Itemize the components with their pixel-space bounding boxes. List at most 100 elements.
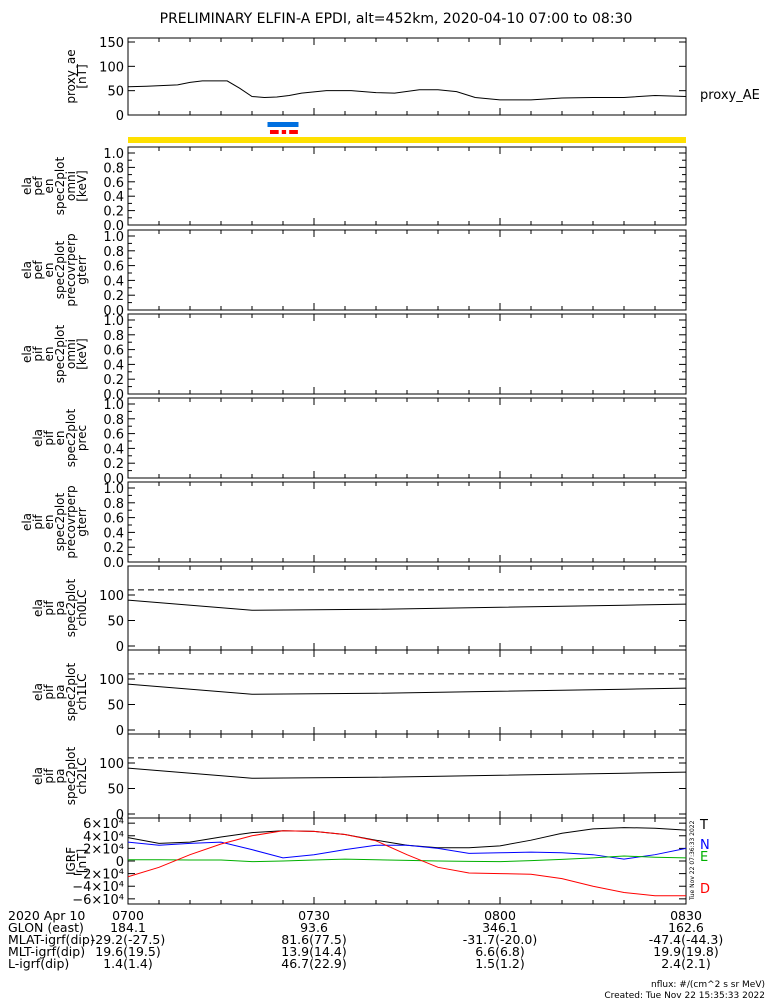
footer-row-value: 19.6(19.5): [95, 944, 160, 959]
y-axis-label: pif: [42, 600, 56, 616]
footer-row-value: 1.4(1.4): [103, 956, 153, 971]
y-tick-label: 100: [99, 589, 124, 604]
footer-row-value: 2.4(2.1): [661, 956, 711, 971]
y-axis-label: pif: [31, 514, 45, 530]
y-tick-label: 0.8: [103, 245, 124, 260]
footer-row-value: -29.2(-27.5): [91, 932, 165, 947]
y-axis-label: pef: [31, 176, 45, 196]
panel-frame: [127, 817, 687, 905]
y-tick-label: 0.6: [103, 428, 124, 443]
y-axis-label: en: [42, 347, 56, 362]
series-line-N: [127, 841, 687, 860]
y-tick-label: 0.0: [103, 304, 124, 319]
y-tick-label: 0.6: [103, 260, 124, 275]
footer-row-label: L-igrf(dip): [8, 956, 69, 971]
panel-frame: [127, 313, 687, 395]
panel-frame: [127, 565, 687, 651]
yellow-bar: [128, 137, 686, 143]
y-tick-label: 0: [116, 724, 124, 739]
y-axis-label: gterr: [75, 255, 89, 284]
y-tick-label: 0: [116, 855, 124, 870]
created-note: Created: Tue Nov 22 15:35:33 2022: [604, 991, 765, 1000]
y-axis-label: omni: [64, 339, 78, 369]
series-line-T: [127, 827, 687, 849]
panel-ela_pif_en_spec2plot_omni: 0.00.20.40.60.81.0 elapifenspec2plotomni[…: [20, 313, 687, 403]
y-axis-label: ch1LC: [75, 674, 89, 711]
series-label: proxy_AE: [700, 88, 760, 103]
y-axis-label: ela: [31, 767, 45, 785]
y-axis-label: omni: [64, 171, 78, 201]
y-axis-label: ela: [20, 177, 34, 195]
legend-E: E: [700, 850, 708, 865]
y-axis-label: en: [42, 179, 56, 194]
y-axis-label: spec2plot: [64, 746, 78, 805]
footer-time-label: 0730: [298, 908, 330, 923]
footer-time-label: 0800: [484, 908, 516, 923]
footer-row-value: 13.9(14.4): [281, 944, 346, 959]
y-tick-label: 6×10⁴: [83, 817, 124, 832]
y-axis-label: pa: [53, 769, 67, 784]
y-tick-label: 0.8: [103, 329, 124, 344]
y-tick-label: 100: [99, 60, 124, 75]
y-tick-label: 50: [107, 783, 124, 798]
panel-ela_pif_en_spec2plot_precovrperp_gterr_2: 0.00.20.40.60.81.0 elapifenspec2plotpreco…: [20, 481, 687, 571]
y-tick-label: 0.4: [103, 358, 124, 373]
y-tick-label: 1.0: [103, 230, 124, 245]
y-tick-label: 0.2: [103, 205, 124, 220]
footer-row-value: 6.6(6.8): [475, 944, 525, 959]
y-tick-label: 50: [107, 699, 124, 714]
y-axis-label: precovrperp: [64, 233, 78, 306]
y-axis-label: spec2plot: [53, 324, 67, 383]
footer-row-value: 346.1: [482, 920, 518, 935]
y-tick-label: 100: [99, 757, 124, 772]
footer-row-value: 184.1: [110, 920, 146, 935]
y-tick-label: 0.8: [103, 497, 124, 512]
y-tick-label: 4×10⁴: [83, 830, 124, 845]
y-tick-label: 0.0: [103, 472, 124, 487]
flux-note: nflux: #/(cm^2 s sr MeV): [651, 980, 765, 990]
series-line-solid: [127, 683, 687, 695]
panel-ela_pef_en_spec2plot_precovrperp_gterr: 0.00.20.40.60.81.0 elapefenspec2plotpreco…: [20, 229, 687, 319]
y-tick-label: 0.0: [103, 388, 124, 403]
y-tick-label: 0.0: [103, 556, 124, 571]
orbit-status-bars: [128, 122, 686, 143]
y-tick-label: 0.0: [103, 219, 124, 234]
y-tick-label: 50: [107, 615, 124, 630]
y-axis-label: proxy_ae: [64, 49, 78, 103]
y-tick-label: 0.4: [103, 526, 124, 541]
y-tick-label: −4×10⁴: [72, 880, 124, 895]
y-tick-label: 0: [116, 109, 124, 124]
vertical-note: Tue Nov 22 07:36:33 2022: [689, 820, 696, 901]
y-axis-label: ela: [20, 345, 34, 363]
red-bar-segment: [269, 130, 279, 134]
y-tick-label: 0.8: [103, 161, 124, 176]
y-tick-label: 0.6: [103, 344, 124, 359]
y-tick-label: 0.2: [103, 289, 124, 304]
y-tick-label: 0.4: [103, 274, 124, 289]
y-axis-label: pa: [53, 685, 67, 700]
footer-row-label: GLON (east): [8, 920, 84, 935]
series-line-solid: [127, 599, 687, 611]
y-tick-label: 150: [99, 36, 124, 51]
panel-frame: [127, 649, 687, 735]
y-tick-label: 1.0: [103, 314, 124, 329]
y-axis-label: precovrperp: [64, 485, 78, 558]
footer-row-label: MLAT-igrf(dip): [8, 932, 95, 947]
y-axis-label: spec2plot: [64, 408, 78, 467]
footer-row-value: 93.6: [300, 920, 328, 935]
y-tick-label: 0.2: [103, 541, 124, 556]
y-axis-label: [keV]: [75, 170, 89, 201]
y-axis-label: ch0LC: [75, 590, 89, 627]
y-axis-label: ela: [20, 261, 34, 279]
y-tick-label: 0.6: [103, 176, 124, 191]
y-axis-label: pa: [53, 601, 67, 616]
footer-row-value: -31.7(-20.0): [463, 932, 537, 947]
y-axis-label: pif: [31, 346, 45, 362]
y-tick-label: 2×10⁴: [83, 842, 124, 857]
y-tick-label: 0: [116, 640, 124, 655]
series-line-solid: [127, 767, 687, 779]
y-axis-label: ela: [31, 429, 45, 447]
